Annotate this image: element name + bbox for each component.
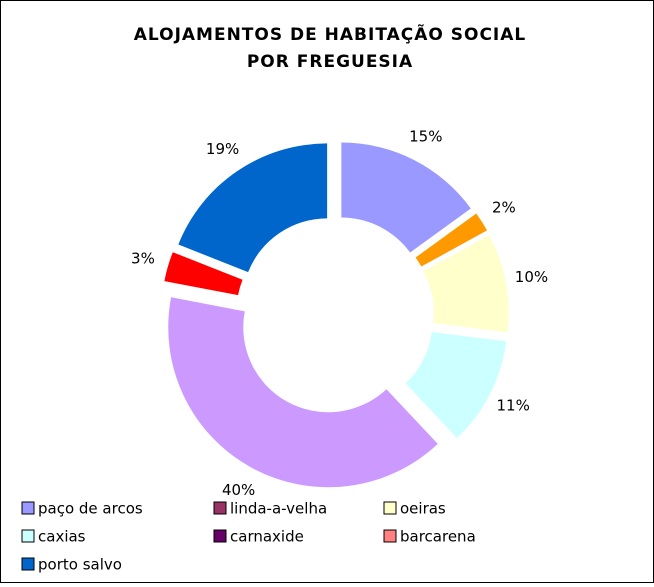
slice	[168, 297, 438, 488]
slice	[164, 252, 243, 296]
slice	[415, 213, 488, 267]
legend-swatch	[213, 529, 227, 543]
slice	[423, 235, 509, 333]
legend-swatch	[21, 529, 35, 543]
legend-label: paço de arcos	[38, 500, 143, 518]
chart-title: ALOJAMENTOS DE HABITAÇÃO SOCIAL	[134, 22, 527, 45]
data-label: 11%	[497, 396, 530, 414]
data-label: 15%	[409, 127, 442, 145]
legend-label: porto salvo	[38, 556, 122, 574]
slice	[405, 332, 507, 438]
slice	[178, 143, 328, 273]
data-label: 19%	[206, 140, 239, 158]
legend-swatch	[383, 501, 397, 515]
legend-label: caxias	[38, 528, 86, 546]
data-label: 3%	[131, 250, 155, 268]
legend-swatch	[21, 557, 35, 571]
legend-label: linda-a-velha	[230, 500, 327, 518]
slice	[341, 142, 471, 253]
legend-label: oeiras	[400, 500, 446, 518]
data-label: 40%	[222, 481, 255, 499]
data-label: 10%	[515, 268, 548, 286]
legend-swatch	[213, 501, 227, 515]
legend-swatch	[383, 529, 397, 543]
data-label: 2%	[492, 198, 516, 216]
legend-label: carnaxide	[230, 528, 304, 546]
legend-swatch	[21, 501, 35, 515]
chart-title: POR FREGUESIA	[247, 52, 413, 72]
legend-label: barcarena	[400, 528, 476, 546]
